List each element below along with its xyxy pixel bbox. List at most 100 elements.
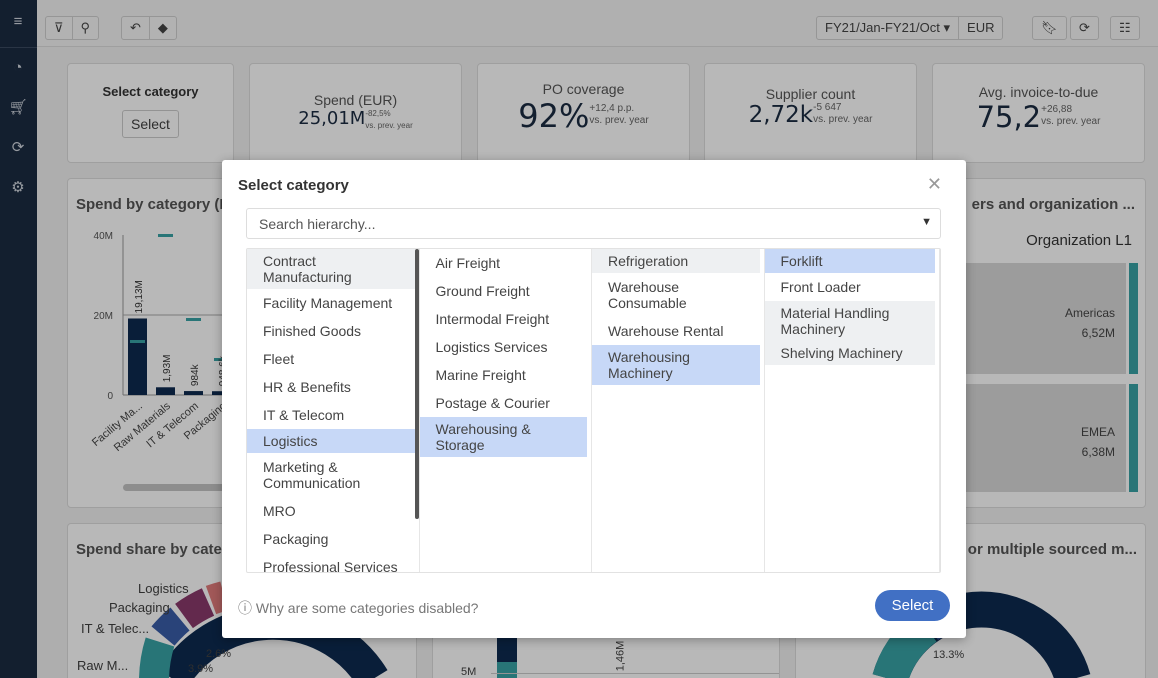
divider bbox=[0, 47, 37, 48]
hierarchy-item[interactable]: Shelving Machinery bbox=[764, 341, 935, 365]
kpi-invoice-to-due: Avg. invoice-to-due 75,2+26,88 vs. prev. … bbox=[932, 63, 1145, 163]
hierarchy-item[interactable]: Material Handling Machinery bbox=[764, 301, 935, 341]
hierarchy-item[interactable]: Air Freight bbox=[435, 255, 501, 271]
refresh-icon[interactable]: ⟳ bbox=[11, 139, 25, 156]
hierarchy-column-1: Contract Manufacturing Facility Managemen… bbox=[247, 249, 420, 572]
hierarchy-item[interactable]: Marine Freight bbox=[435, 367, 526, 383]
hierarchy-item[interactable]: Fleet bbox=[263, 351, 295, 367]
menu-icon[interactable]: ≡ bbox=[13, 13, 23, 30]
y-tick: 20M bbox=[94, 311, 113, 322]
kpi-supplier-count: Supplier count 2,72k-5 647 vs. prev. year bbox=[704, 63, 917, 163]
select-button[interactable]: Select bbox=[875, 590, 950, 621]
hierarchy-item[interactable]: Warehousing & Storage bbox=[419, 417, 587, 457]
select-button[interactable]: Select bbox=[122, 110, 179, 138]
hierarchy-item[interactable]: Contract Manufacturing bbox=[247, 249, 415, 289]
hierarchy-item[interactable]: Packaging bbox=[263, 531, 329, 547]
target-marker bbox=[186, 318, 201, 321]
hierarchy-item[interactable]: Warehousing Machinery bbox=[592, 345, 760, 385]
undo-icon[interactable]: ↶ bbox=[122, 17, 150, 39]
bar[interactable] bbox=[156, 387, 175, 395]
hierarchy-item[interactable]: Finished Goods bbox=[263, 323, 362, 339]
node-name: EMEA bbox=[1080, 425, 1115, 439]
horizontal-scrollbar[interactable] bbox=[123, 484, 243, 491]
hierarchy-item[interactable]: Warehouse Consumable bbox=[608, 279, 687, 311]
period-select[interactable]: FY21/Jan-FY21/Oct ▾ bbox=[817, 17, 960, 39]
sankey-node-emea[interactable] bbox=[1129, 384, 1138, 492]
close-icon[interactable]: ✕ bbox=[926, 174, 942, 194]
reload-button[interactable]: ⟳ bbox=[1070, 16, 1099, 40]
search-placeholder: Search hierarchy... bbox=[259, 216, 376, 232]
gear-icon[interactable]: ⚙ bbox=[11, 179, 25, 196]
donut-slice-it-telecom[interactable] bbox=[151, 607, 190, 646]
kpi-label: PO coverage bbox=[542, 81, 625, 97]
target-marker bbox=[130, 340, 145, 343]
hierarchy-item[interactable]: Front Loader bbox=[780, 279, 861, 295]
kpi-vs: vs. prev. year bbox=[589, 115, 649, 126]
kpi-value: 25,01M bbox=[298, 108, 366, 129]
kpi-value: 92% bbox=[518, 97, 590, 135]
hierarchy-item[interactable]: HR & Benefits bbox=[263, 379, 351, 395]
search-icon[interactable]: ⚲ bbox=[80, 20, 91, 35]
hierarchy-item[interactable]: Forklift bbox=[764, 249, 935, 273]
sankey-flow-americas bbox=[963, 263, 1126, 374]
kpi-delta: -82,5% bbox=[365, 109, 391, 118]
target-marker bbox=[214, 358, 229, 361]
target-marker bbox=[158, 234, 173, 237]
cart-icon[interactable]: 🛒︎ bbox=[8, 99, 28, 116]
kpi-vs: vs. prev. year bbox=[813, 114, 873, 125]
dropdown-caret-icon[interactable]: ▼ bbox=[921, 216, 932, 228]
chart-title: ers and organization ... bbox=[971, 196, 1135, 213]
hierarchy-item[interactable]: Facility Management bbox=[263, 295, 393, 311]
column-scrollbar[interactable] bbox=[415, 249, 419, 519]
kpi-label: Supplier count bbox=[765, 86, 856, 102]
hierarchy-button[interactable]: ☷ bbox=[1110, 16, 1140, 40]
dialog-title: Select category bbox=[238, 177, 349, 194]
sankey-node-americas[interactable] bbox=[1129, 263, 1138, 374]
chart-title: Spend share by categ bbox=[76, 541, 232, 558]
bar[interactable] bbox=[184, 391, 203, 395]
node-name: Americas bbox=[1064, 306, 1115, 320]
hierarchy-item[interactable]: Intermodal Freight bbox=[435, 311, 550, 327]
hierarchy-item[interactable]: IT & Telecom bbox=[263, 407, 345, 423]
filter-icon[interactable]: ⊽ bbox=[46, 17, 73, 39]
hierarchy-item[interactable]: Warehouse Rental bbox=[608, 323, 724, 339]
hierarchy-item[interactable]: Logistics bbox=[247, 429, 415, 453]
bar-segment[interactable] bbox=[497, 662, 517, 678]
hierarchy-column-4: Forklift Front Loader Material Handling Ma… bbox=[764, 249, 940, 572]
hierarchy-icon: ☷ bbox=[1119, 20, 1131, 35]
hierarchy-item[interactable]: Logistics Services bbox=[435, 339, 548, 355]
hierarchy-columns: Contract Manufacturing Facility Managemen… bbox=[246, 248, 941, 573]
hierarchy-item[interactable]: Professional Services bbox=[263, 559, 398, 572]
slice-label: Logistics bbox=[138, 581, 189, 596]
card-title: Select category bbox=[102, 84, 199, 99]
bar[interactable] bbox=[128, 318, 147, 395]
y-tick: 0 bbox=[107, 391, 113, 402]
kpi-label: Spend (EUR) bbox=[313, 92, 398, 108]
bookmark-button[interactable]: 🔖︎ bbox=[1032, 16, 1067, 40]
slice-label: Raw M... bbox=[77, 658, 129, 673]
hierarchy-item[interactable]: Ground Freight bbox=[435, 283, 530, 299]
search-hierarchy-input[interactable]: Search hierarchy... ▼ bbox=[246, 208, 941, 239]
node-value: 6,38M bbox=[1081, 445, 1115, 459]
hierarchy-item[interactable]: Postage & Courier bbox=[435, 395, 550, 411]
toolbar: ⊽ ⚲ ↶ ◆ FY21/Jan-FY21/Oct ▾ EUR 🔖︎ ⟳ ☷ bbox=[37, 0, 1158, 47]
eraser-icon[interactable]: ◆ bbox=[157, 20, 168, 35]
disabled-categories-help-link[interactable]: ⓘ Why are some categories disabled? bbox=[238, 600, 479, 616]
analytics-icon[interactable]: ◔ bbox=[13, 59, 23, 76]
hierarchy-item[interactable]: Marketing & Communication bbox=[263, 459, 361, 491]
hierarchy-item[interactable]: Refrigeration bbox=[592, 249, 760, 273]
period-value: FY21/Jan-FY21/Oct bbox=[825, 20, 940, 35]
sankey-flow-emea bbox=[963, 384, 1126, 492]
kpi-vs: vs. prev. year bbox=[365, 121, 413, 130]
hierarchy-item[interactable]: MRO bbox=[263, 503, 296, 519]
kpi-label: Avg. invoice-to-due bbox=[978, 84, 1099, 100]
hierarchy-column-2: Air Freight Ground Freight Intermodal Frei… bbox=[419, 249, 592, 572]
history-tools: ↶ ◆ bbox=[121, 16, 177, 40]
kpi-delta: -5 647 bbox=[813, 102, 842, 113]
bar[interactable] bbox=[212, 391, 231, 395]
currency-select[interactable]: EUR bbox=[967, 20, 995, 35]
donut-slice-packaging[interactable] bbox=[175, 588, 215, 629]
bookmark-icon: 🔖︎ bbox=[1041, 20, 1058, 35]
slice-label: IT & Telec... bbox=[81, 621, 150, 636]
donut-slice-raw-materials[interactable] bbox=[139, 637, 175, 678]
